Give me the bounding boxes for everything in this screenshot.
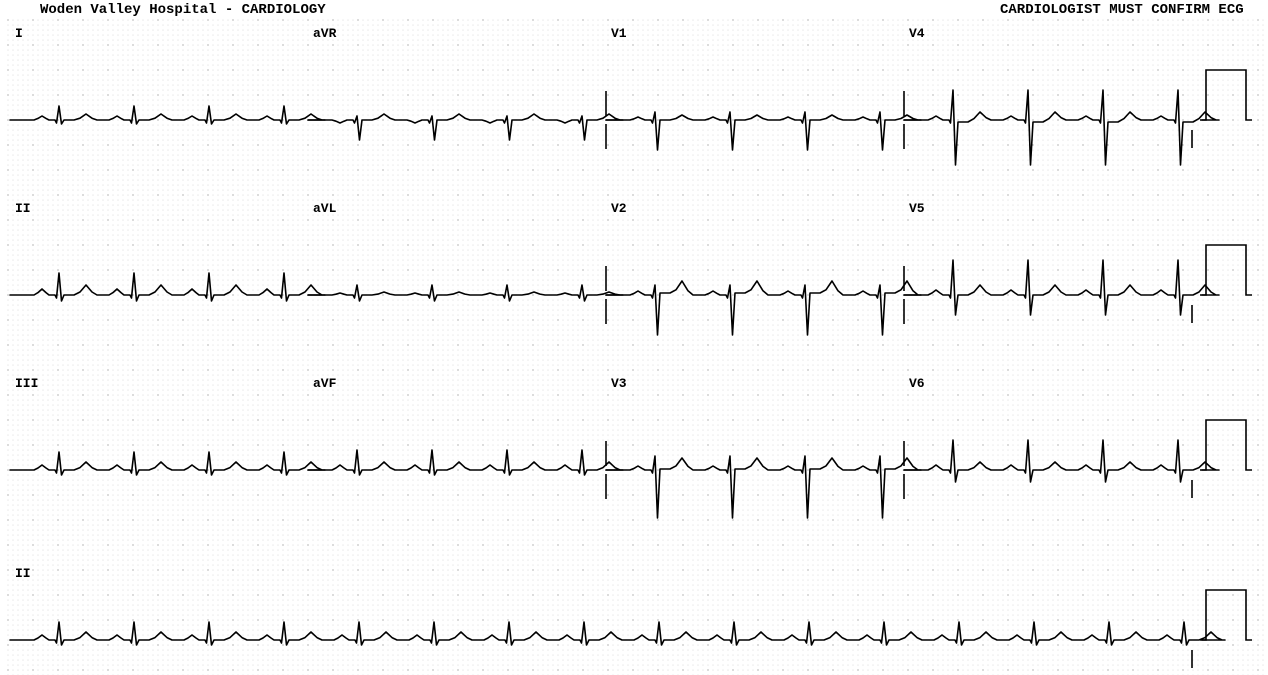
lead-label-aVL: aVL (313, 201, 336, 216)
trace-V6 (904, 440, 1219, 482)
lead-label-aVR: aVR (313, 26, 336, 41)
trace-aVF (308, 450, 623, 475)
ecg-report: Woden Valley Hospital - CARDIOLOGY CARDI… (0, 0, 1268, 675)
lead-label-V6: V6 (909, 376, 925, 391)
trace-V3 (606, 456, 921, 518)
lead-label-III: III (15, 376, 38, 391)
header-right: CARDIOLOGIST MUST CONFIRM ECG (1000, 2, 1244, 18)
trace-rhythm (10, 622, 1225, 645)
lead-label-V1: V1 (611, 26, 627, 41)
lead-label-V4: V4 (909, 26, 925, 41)
header-left: Woden Valley Hospital - CARDIOLOGY (40, 2, 326, 18)
trace-aVR (308, 114, 623, 140)
lead-label-II: II (15, 201, 31, 216)
trace-V2 (606, 281, 921, 335)
lead-label-V2: V2 (611, 201, 627, 216)
trace-aVL (308, 285, 623, 301)
lead-label-V3: V3 (611, 376, 627, 391)
lead-label-rhythm: II (15, 566, 31, 581)
lead-label-I: I (15, 26, 23, 41)
leads (10, 70, 1252, 668)
trace-V1 (606, 112, 921, 150)
ecg-plot (0, 0, 1268, 675)
lead-label-aVF: aVF (313, 376, 336, 391)
lead-label-V5: V5 (909, 201, 925, 216)
trace-II (10, 273, 325, 301)
trace-III (10, 452, 325, 475)
trace-V4 (904, 90, 1219, 165)
trace-V5 (904, 260, 1219, 315)
